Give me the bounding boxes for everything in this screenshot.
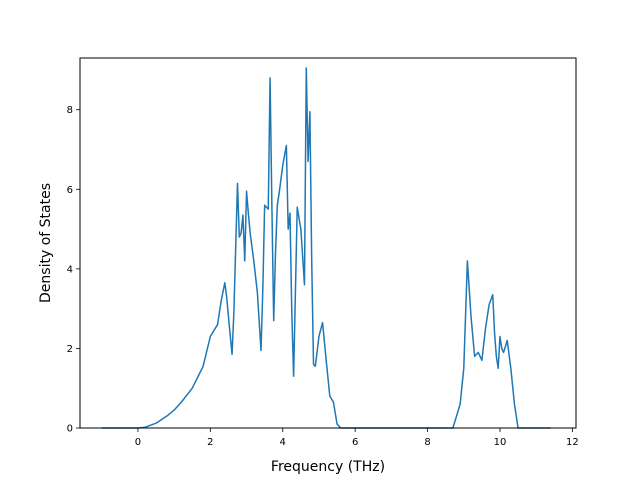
x-tick-label: 2 — [207, 437, 213, 448]
x-tick-label: 4 — [280, 437, 286, 448]
y-axis-title: Density of States — [38, 183, 54, 303]
x-tick-label: 12 — [566, 437, 579, 448]
series-line-0 — [101, 67, 551, 429]
x-axis-title: Frequency (THz) — [271, 459, 385, 475]
y-tick-label: 4 — [67, 264, 73, 275]
series-lines — [101, 67, 551, 429]
y-tick-label: 8 — [67, 105, 73, 116]
x-tick-label: 0 — [135, 437, 141, 448]
x-axis: 0 2 4 6 8 10 12 — [135, 428, 579, 448]
y-tick-label: 2 — [67, 344, 73, 355]
y-tick-label: 6 — [67, 185, 73, 196]
y-tick-label: 0 — [67, 424, 73, 435]
plot-area — [80, 58, 576, 428]
plot-frame — [79, 57, 577, 429]
x-tick-label: 8 — [424, 437, 430, 448]
y-axis: 0 2 4 6 8 — [67, 105, 80, 435]
x-tick-label: 6 — [352, 437, 358, 448]
x-tick-label: 10 — [494, 437, 507, 448]
